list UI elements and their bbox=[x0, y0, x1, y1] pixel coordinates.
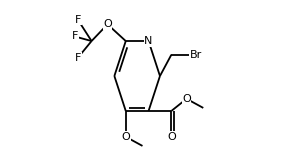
Text: O: O bbox=[103, 19, 112, 29]
Text: Br: Br bbox=[190, 50, 202, 60]
Text: F: F bbox=[75, 15, 81, 25]
Text: O: O bbox=[121, 132, 130, 142]
Text: N: N bbox=[144, 36, 153, 46]
Text: O: O bbox=[182, 94, 191, 104]
Text: F: F bbox=[72, 31, 78, 41]
Text: O: O bbox=[167, 132, 176, 142]
Text: F: F bbox=[75, 53, 81, 63]
